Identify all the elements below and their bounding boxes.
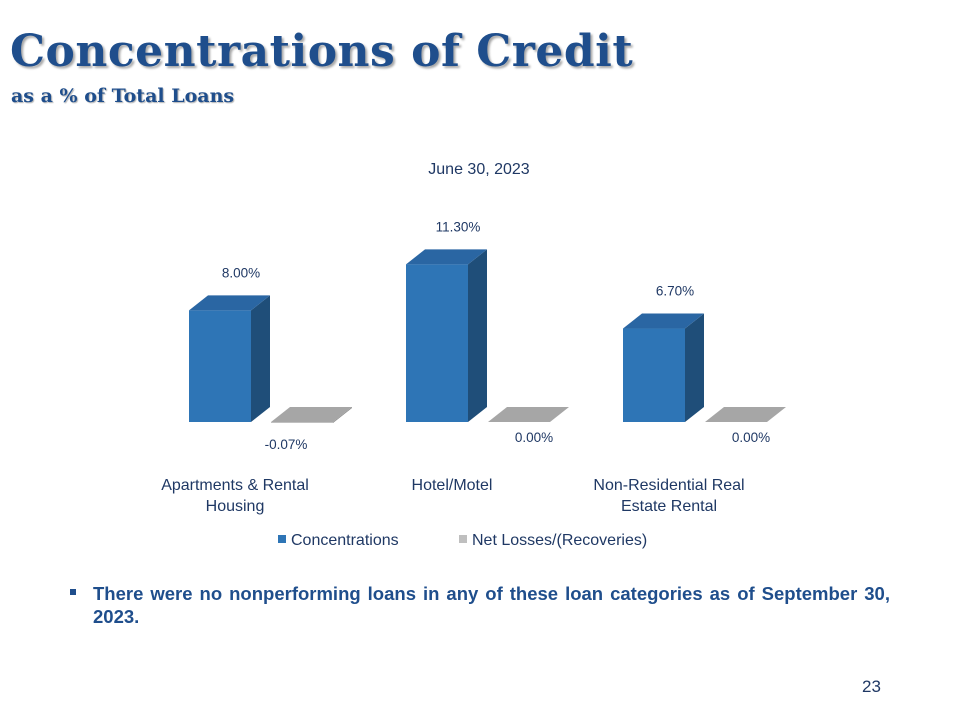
concentration-bar-side	[685, 313, 704, 422]
legend-label-net-losses: Net Losses/(Recoveries)	[472, 532, 647, 549]
net-loss-data-label: 0.00%	[515, 430, 553, 445]
net-loss-bar-side	[333, 407, 352, 423]
legend-swatch-net-losses	[459, 535, 467, 543]
category-label: Hotel/Motel	[412, 477, 493, 494]
concentration-bar-side	[251, 295, 270, 422]
category-label: Non-Residential Real Estate Rental	[593, 477, 744, 515]
net-loss-data-label: -0.07%	[265, 437, 308, 452]
category-label: Apartments & Rental Housing	[161, 477, 309, 515]
net-loss-bar-top	[488, 407, 569, 422]
net-loss-bar-top	[705, 407, 786, 422]
concentration-data-label: 11.30%	[436, 219, 481, 234]
net-loss-bar-top	[271, 407, 352, 422]
concentration-bar-front	[189, 310, 251, 422]
bullet-point: There were no nonperforming loans in any…	[70, 582, 890, 628]
concentration-bar-top	[189, 295, 270, 311]
concentration-bar-side	[468, 249, 487, 422]
concentration-bar-top	[406, 249, 487, 265]
page-number: 23	[862, 677, 881, 696]
bullet-square-icon	[70, 589, 76, 595]
concentrations-chart: June 30, 2023 8.00% -0.07% Apartments & Ren…	[161, 161, 786, 549]
chart-title: June 30, 2023	[428, 161, 530, 178]
legend-label-concentrations: Concentrations	[291, 532, 399, 549]
concentration-bar-front	[406, 264, 468, 422]
concentration-bar-top	[623, 313, 704, 329]
legend-swatch-concentrations	[278, 535, 286, 543]
concentration-data-label: 6.70%	[656, 284, 694, 299]
concentration-data-label: 8.00%	[222, 265, 260, 280]
slide-title: Concentrations of Credit	[10, 26, 634, 77]
concentration-bar-front	[623, 328, 685, 422]
net-loss-data-label: 0.00%	[732, 430, 770, 445]
bullet-text: There were no nonperforming loans in any…	[93, 583, 890, 627]
net-loss-bar-front	[271, 422, 333, 423]
slide-subtitle: as a % of Total Loans	[11, 85, 235, 107]
